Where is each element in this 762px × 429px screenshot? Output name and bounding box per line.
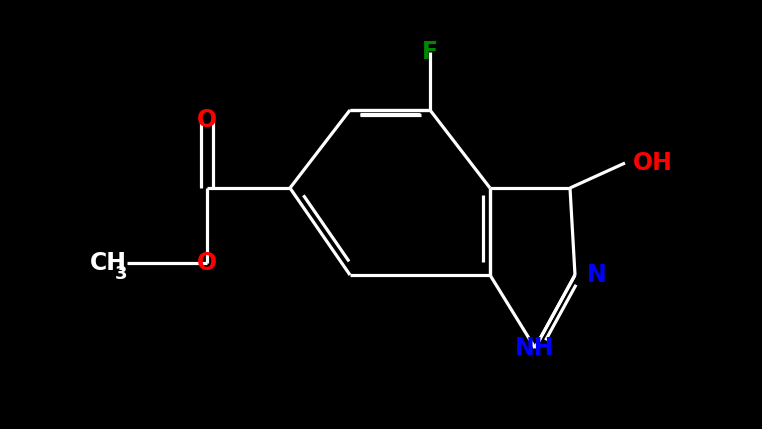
Text: O: O: [197, 108, 217, 132]
Text: 3: 3: [114, 265, 127, 283]
Text: CH: CH: [90, 251, 127, 275]
Text: O: O: [197, 251, 217, 275]
Text: F: F: [422, 40, 438, 64]
Text: N: N: [587, 263, 607, 287]
Text: OH: OH: [632, 151, 673, 175]
Text: NH: NH: [515, 336, 555, 360]
